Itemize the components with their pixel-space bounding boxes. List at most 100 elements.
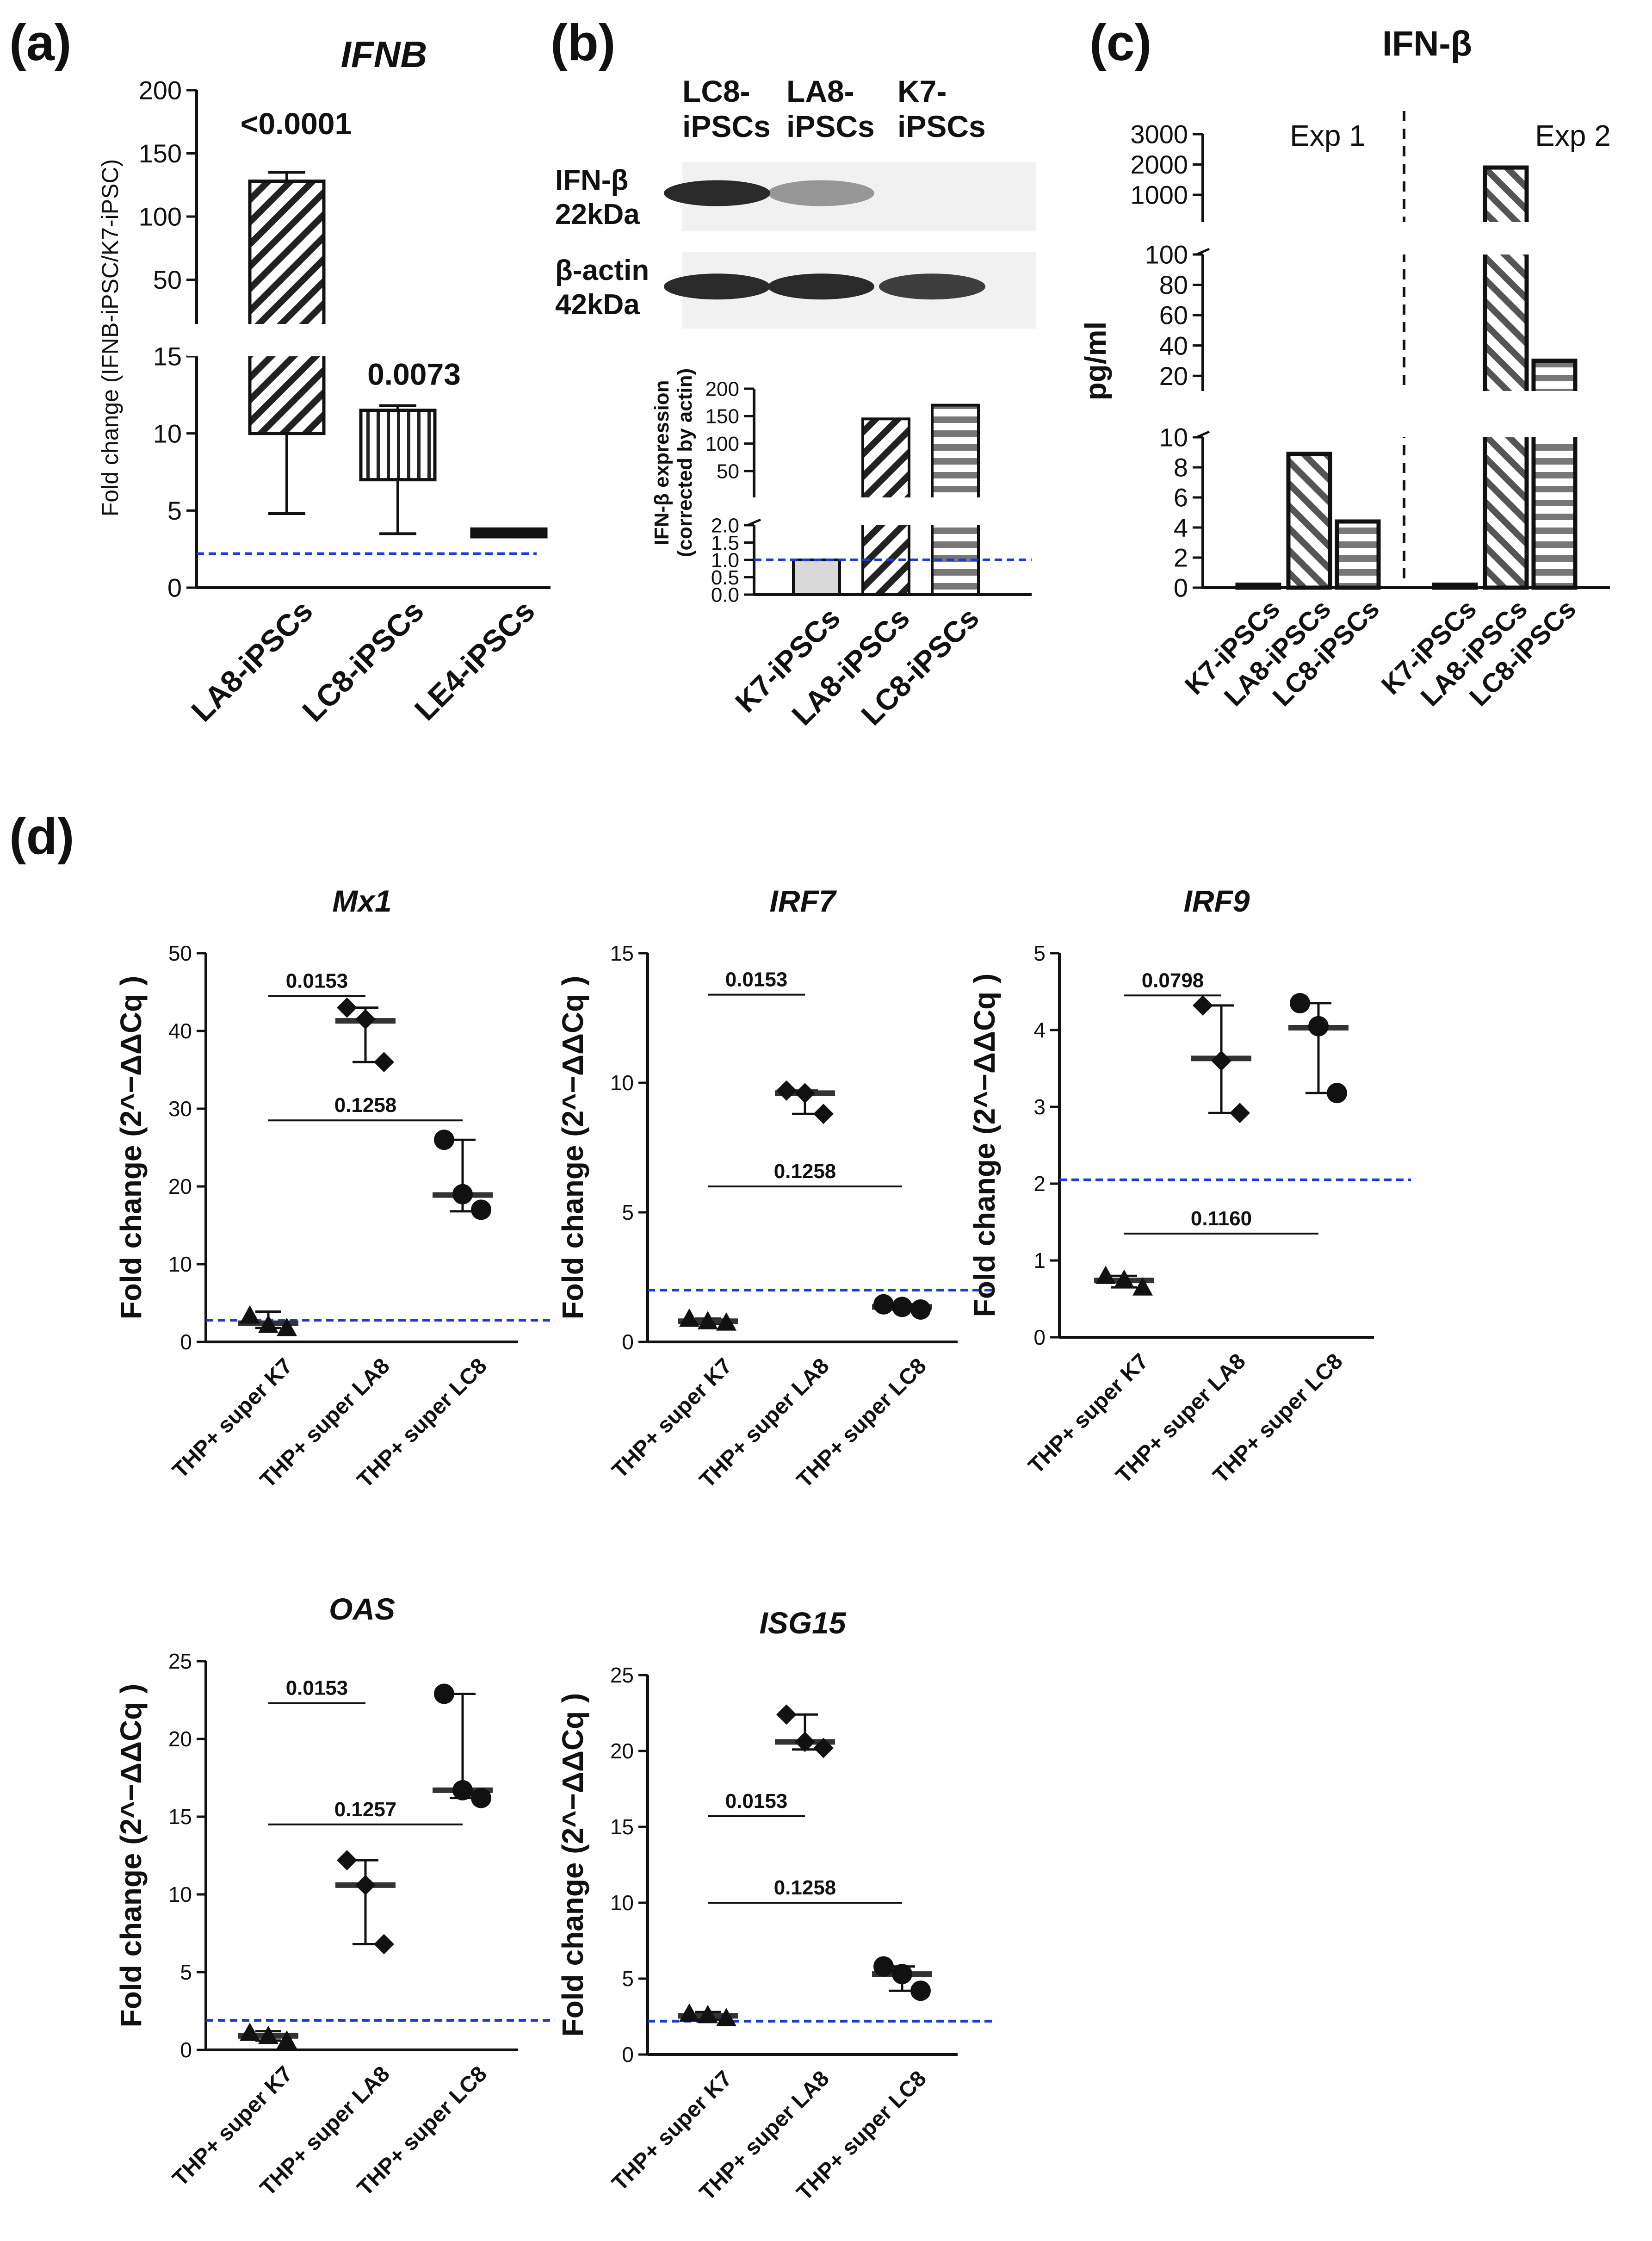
- d-point: [1230, 1103, 1250, 1124]
- d-point: [910, 1299, 931, 1320]
- d-tick-label: 0: [180, 2038, 192, 2062]
- c-tick-label: 80: [1159, 270, 1188, 299]
- d-point: [698, 1311, 718, 1329]
- d-tick-label: 10: [610, 1071, 634, 1095]
- d-tick-label: 10: [610, 1891, 634, 1915]
- d-tick-label: 25: [168, 1649, 192, 1673]
- d-point: [277, 2030, 297, 2049]
- c-exp-label: Exp 2: [1535, 119, 1611, 152]
- b-axis-break: [747, 518, 761, 527]
- d-p-value: 0.1160: [1191, 1207, 1252, 1230]
- a-axis-gap: [187, 324, 206, 356]
- d-ylabel: Fold change (2^−ΔΔCq ): [556, 976, 589, 1320]
- d-tick-label: 0: [180, 1330, 192, 1354]
- b-bar: [792, 559, 841, 596]
- d-point: [679, 2003, 699, 2022]
- c-axis-break: [1196, 248, 1210, 256]
- d-p-value: 0.0153: [725, 968, 788, 991]
- d-plot-title: IRF7: [769, 884, 837, 918]
- d-p-value: 0.1258: [334, 1094, 397, 1117]
- b-ylabel: IFN-β expression(corrected by actin): [650, 368, 696, 557]
- c-bar: [1235, 583, 1281, 590]
- d-point: [1095, 1266, 1116, 1284]
- a-tick-label: 10: [153, 419, 182, 448]
- b-tick-label: 1.5: [711, 532, 739, 554]
- d-tick-label: 15: [610, 1815, 634, 1839]
- d-point: [1290, 993, 1310, 1013]
- d-point: [813, 1104, 834, 1124]
- d-plot-title: IRF9: [1183, 884, 1250, 918]
- d-p-value: 0.1258: [774, 1160, 836, 1183]
- d-point: [452, 1780, 473, 1800]
- b-tick-label: 200: [705, 378, 739, 400]
- d-point: [795, 1732, 815, 1752]
- c-tick-label: 100: [1145, 240, 1188, 269]
- d-point: [1132, 1277, 1153, 1296]
- b-lane-label: LA8-iPSCs: [786, 74, 875, 143]
- b-band: [664, 180, 770, 206]
- d-p-value: 0.0153: [725, 1790, 788, 1813]
- d-p-value: 0.0153: [286, 969, 348, 992]
- d-tick-label: 20: [168, 1174, 192, 1198]
- d-point: [374, 1934, 394, 1955]
- c-break-gap-1: [1212, 391, 1605, 437]
- c-tick-label: 20: [1159, 361, 1188, 391]
- d-ylabel: Fold change (2^−ΔΔCq ): [556, 1693, 589, 2037]
- d-point: [337, 1850, 357, 1871]
- d-p-value: 0.1258: [774, 1876, 836, 1899]
- d-point: [240, 2023, 260, 2041]
- d-p-value: 0.1257: [334, 1798, 397, 1821]
- d-point: [258, 1315, 278, 1333]
- c-bar: [1335, 519, 1381, 590]
- b-blot-label: IFN-β 22kDa: [555, 164, 640, 230]
- a-tick-label: 50: [153, 265, 182, 294]
- panel-a-plot: 0 5 10 15 50 100 150 200 Fold change (IFNB-iPSC/…: [97, 76, 551, 728]
- panel-a: (a) IFNB 0 5 10 15 50 100 150 200 Fold change (I…: [9, 14, 551, 728]
- d-tick-label: 50: [168, 941, 192, 965]
- a-tick-label: 0: [167, 573, 182, 602]
- d-tick-label: 20: [168, 1727, 192, 1751]
- d-ylabel: Fold change (2^−ΔΔCq ): [114, 1684, 148, 2028]
- c-tick-label: 40: [1159, 331, 1188, 360]
- d-tick-label: 15: [168, 1805, 192, 1829]
- b-lane-label: LC8-iPSCs: [682, 74, 771, 143]
- d-point: [1211, 1050, 1231, 1071]
- a-tick-label: 15: [153, 342, 182, 371]
- d-point: [1327, 1083, 1347, 1104]
- d-point: [1308, 1016, 1329, 1037]
- a-break-gap: [245, 324, 328, 356]
- d-point: [258, 2025, 278, 2044]
- d-point: [679, 1308, 699, 1327]
- d-tick-label: 4: [1033, 1018, 1046, 1042]
- b-band: [768, 273, 874, 300]
- d-point: [873, 1956, 894, 1977]
- c-tick-label: 4: [1174, 513, 1188, 542]
- d-plot-title: ISG15: [759, 1606, 846, 1640]
- d-point: [776, 1080, 797, 1101]
- panel-c-label: (c): [1089, 14, 1151, 71]
- b-band: [879, 273, 985, 300]
- d-tick-label: 3: [1033, 1095, 1046, 1119]
- c-bar: [1432, 583, 1478, 590]
- b-tick-label: 50: [717, 460, 739, 483]
- a-tick-label: 150: [139, 139, 182, 168]
- c-tick-label: 8: [1174, 453, 1188, 482]
- a-ylabel: Fold change (IFNB-iPSC/K7-iPSC): [97, 159, 123, 516]
- d-tick-label: 25: [610, 1663, 634, 1687]
- d-point: [355, 1009, 376, 1030]
- a-x-label: LA8-iPSCs: [185, 594, 319, 728]
- d-tick-label: 10: [168, 1882, 192, 1906]
- d-point: [1114, 1269, 1134, 1288]
- b-band: [664, 273, 770, 300]
- d-point: [813, 1738, 834, 1758]
- d-point: [892, 1964, 912, 1985]
- d-tick-label: 0: [622, 1330, 634, 1354]
- d-tick-label: 5: [622, 1967, 634, 1991]
